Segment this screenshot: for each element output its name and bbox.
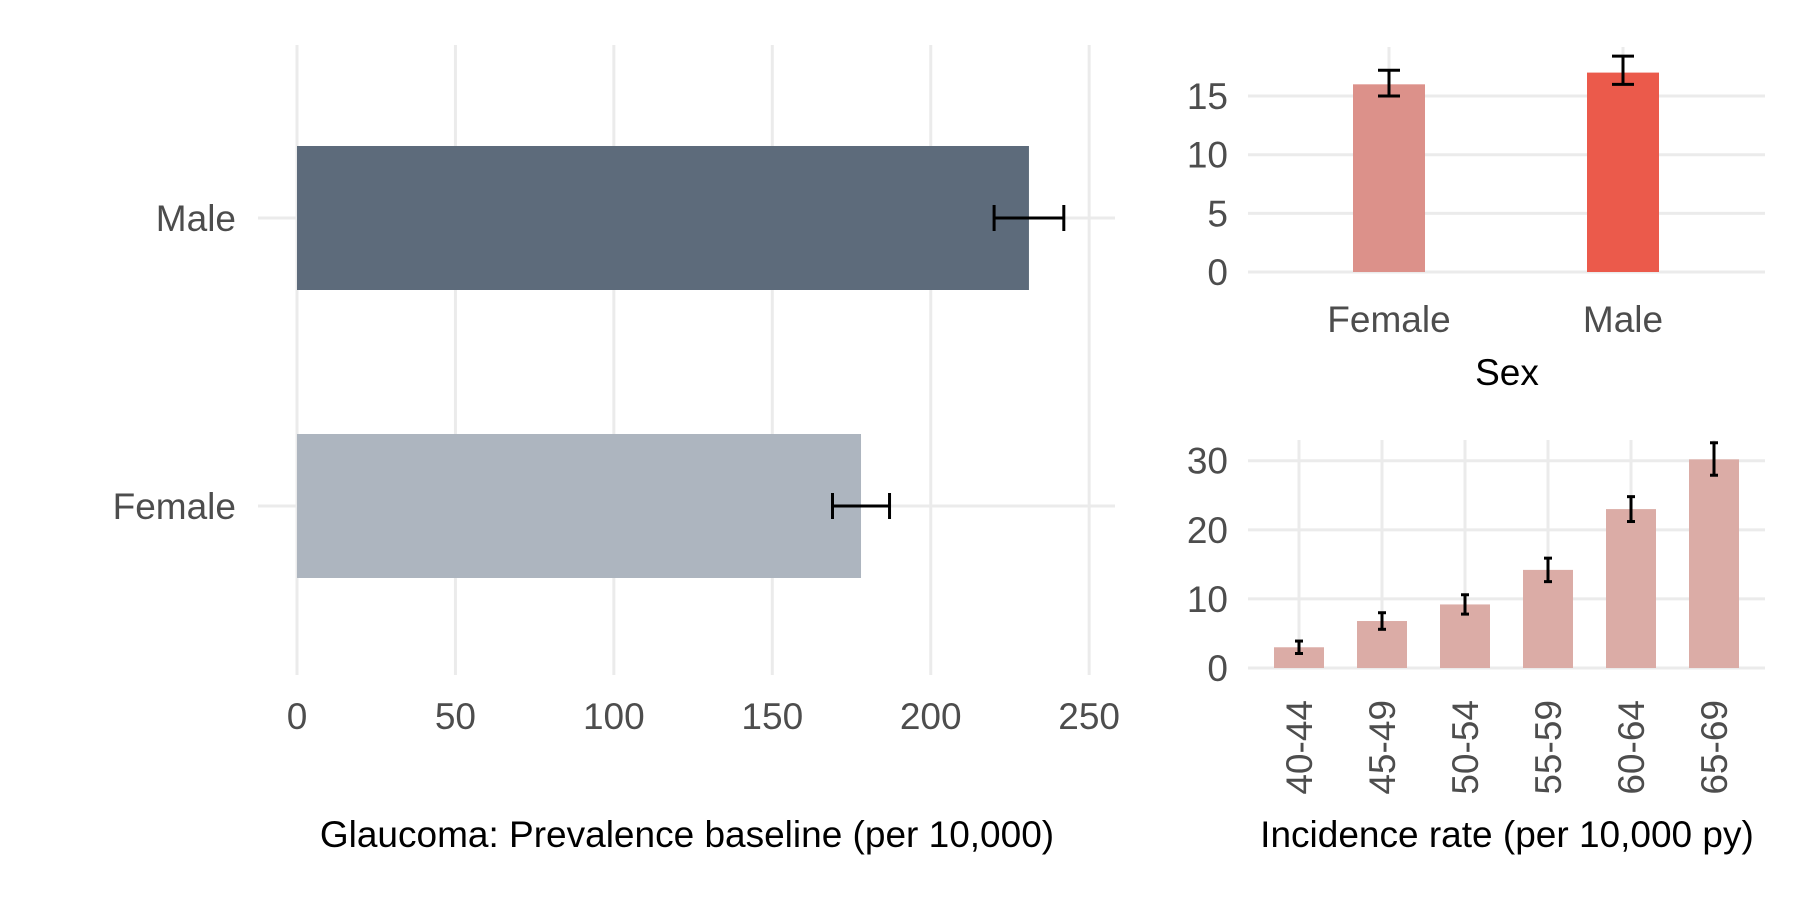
x-tick-label-65-69: 65-69 xyxy=(1694,700,1735,795)
bar-female xyxy=(297,434,862,578)
x-axis-title: Glaucoma: Prevalence baseline (per 10,00… xyxy=(320,814,1054,855)
x-tick-label-female: Female xyxy=(1327,299,1450,340)
x-axis-title: Sex xyxy=(1475,352,1539,393)
bar-40-44 xyxy=(1274,647,1324,668)
x-tick-label-50-54: 50-54 xyxy=(1445,700,1486,795)
x-axis-title: Incidence rate (per 10,000 py) xyxy=(1260,814,1754,855)
y-tick-label-male: Male xyxy=(156,198,236,239)
x-tick-label: 150 xyxy=(741,696,803,737)
prevalence-by-sex-panel: 0 50 100 150 200 250 Male Female Glaucoma: Preva… xyxy=(113,45,1120,855)
bar-male xyxy=(297,146,1029,290)
x-tick-label-45-49: 45-49 xyxy=(1362,700,1403,795)
y-tick-label: 10 xyxy=(1187,579,1228,620)
x-tick-label-male: Male xyxy=(1583,299,1663,340)
bar-female xyxy=(1353,84,1425,272)
x-tick-label-40-44: 40-44 xyxy=(1279,700,1320,795)
y-tick-label: 10 xyxy=(1187,135,1228,176)
y-tick-label-female: Female xyxy=(113,486,236,527)
incidence-by-sex-panel: 0 5 10 15 Female Male Sex xyxy=(1187,47,1765,393)
y-tick-label: 15 xyxy=(1187,76,1228,117)
x-tick-label: 250 xyxy=(1058,696,1120,737)
x-tick-label: 50 xyxy=(435,696,476,737)
bar-male xyxy=(1587,72,1659,272)
bar-55-59 xyxy=(1523,569,1573,668)
x-tick-label: 0 xyxy=(287,696,308,737)
x-tick-label: 100 xyxy=(583,696,645,737)
y-tick-label: 30 xyxy=(1187,441,1228,482)
x-tick-label-60-64: 60-64 xyxy=(1611,700,1652,795)
bar-65-69 xyxy=(1689,459,1739,668)
x-tick-label: 200 xyxy=(900,696,962,737)
x-tick-label-55-59: 55-59 xyxy=(1528,700,1569,795)
bar-60-64 xyxy=(1606,509,1656,668)
y-tick-label: 5 xyxy=(1207,193,1228,234)
y-tick-label: 0 xyxy=(1207,648,1228,689)
y-tick-label: 0 xyxy=(1207,252,1228,293)
y-tick-label: 20 xyxy=(1187,510,1228,551)
incidence-by-age-panel: 0 10 20 30 40-44 45-49 50-54 55-59 60-64 65-69 Inc… xyxy=(1187,440,1765,855)
